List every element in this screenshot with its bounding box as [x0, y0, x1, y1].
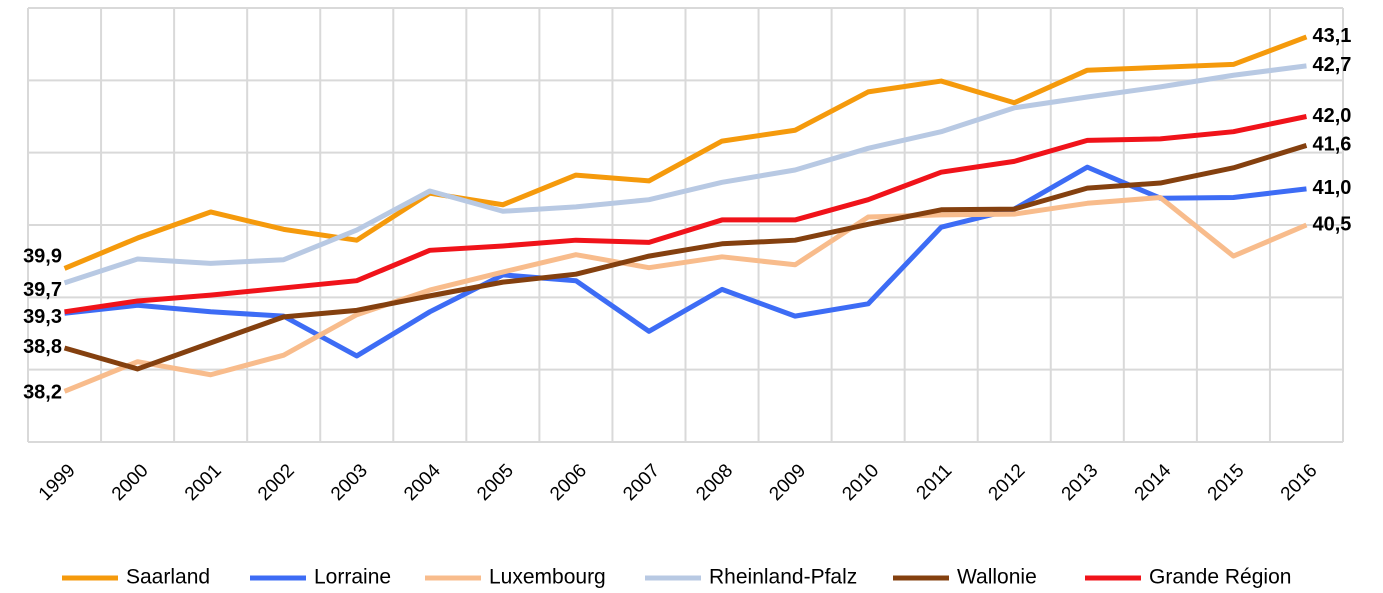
value-label: 40,5 — [1312, 213, 1351, 235]
legend-label: Rheinland-Pfalz — [709, 566, 857, 589]
x-tick-label: 2009 — [765, 460, 810, 505]
value-label: 41,0 — [1312, 177, 1351, 199]
value-label: 39,7 — [23, 279, 62, 301]
x-tick-label: 2012 — [985, 460, 1030, 505]
value-label: 42,7 — [1312, 54, 1351, 76]
value-label: 42,0 — [1312, 105, 1351, 127]
x-tick-label: 1999 — [35, 460, 80, 505]
x-tick-label: 2010 — [838, 460, 883, 505]
x-tick-label: 2005 — [473, 460, 518, 505]
series-line — [63, 143, 1308, 372]
series-line — [63, 63, 1307, 286]
legend-label: Lorraine — [314, 566, 391, 589]
series-line — [64, 164, 1307, 359]
x-tick-label: 2001 — [181, 460, 226, 505]
legend-label: Grande Région — [1149, 566, 1291, 589]
series-line — [63, 34, 1308, 271]
x-tick-label: 2000 — [108, 460, 153, 505]
series-line — [63, 195, 1308, 394]
x-tick-label: 2013 — [1058, 460, 1103, 505]
x-tick-label: 2016 — [1277, 460, 1322, 505]
x-tick-label: 2008 — [692, 460, 737, 505]
value-label: 39,9 — [23, 246, 62, 268]
x-tick-label: 2006 — [546, 460, 591, 505]
series-line — [64, 114, 1307, 315]
x-tick-label: 2007 — [619, 460, 664, 505]
x-tick-label: 2004 — [400, 460, 445, 505]
legend-label: Saarland — [126, 566, 210, 589]
value-label: 41,6 — [1312, 134, 1351, 156]
x-tick-label: 2002 — [254, 460, 299, 505]
value-label: 38,8 — [23, 336, 62, 358]
x-tick-label: 2003 — [327, 460, 372, 505]
legend-label: Wallonie — [957, 566, 1037, 589]
x-tick-label: 2011 — [913, 460, 957, 504]
legend-label: Luxembourg — [489, 566, 606, 589]
x-tick-label: 2015 — [1204, 460, 1249, 505]
x-tick-label: 2014 — [1131, 460, 1176, 505]
value-label: 43,1 — [1312, 25, 1351, 47]
value-label: 38,2 — [23, 382, 62, 404]
value-label: 39,3 — [23, 306, 62, 328]
